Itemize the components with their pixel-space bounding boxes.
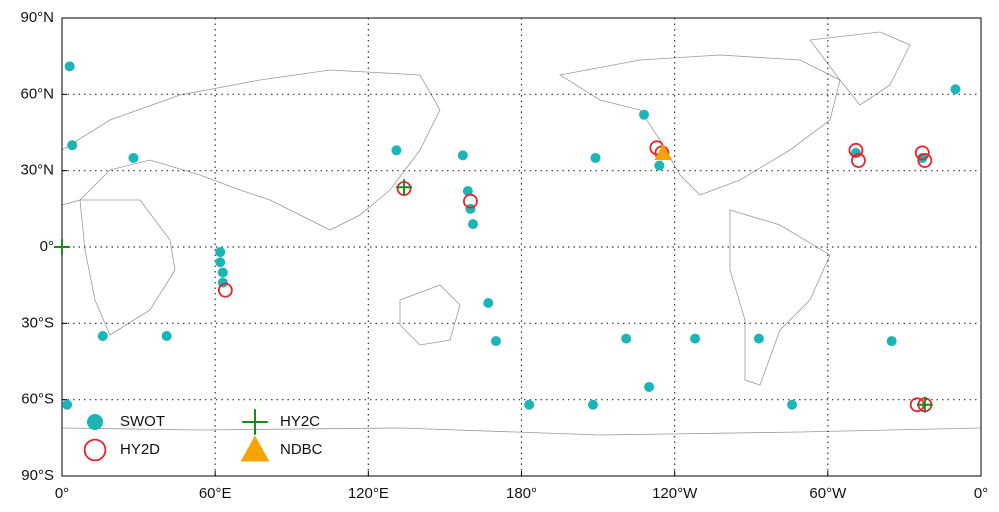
x-tick-label: 0° <box>974 485 988 502</box>
legend-entry: HY2C <box>242 409 320 435</box>
y-tick-label: 90°S <box>21 467 54 484</box>
point <box>483 297 494 308</box>
legend-entry: SWOT <box>87 413 165 430</box>
y-tick-label: 60°S <box>21 391 54 408</box>
point <box>462 186 473 197</box>
point <box>97 331 108 342</box>
series-2 <box>54 179 933 413</box>
point <box>690 333 701 344</box>
point <box>621 333 632 344</box>
point <box>886 336 897 347</box>
point <box>62 399 73 410</box>
legend-label: HY2C <box>280 413 320 430</box>
point <box>590 152 601 163</box>
point <box>215 247 226 258</box>
legend-label: SWOT <box>120 413 165 430</box>
legend-entry: HY2D <box>83 438 160 462</box>
point <box>217 267 228 278</box>
y-tick-label: 30°N <box>20 162 54 179</box>
x-tick-label: 120°W <box>652 485 698 502</box>
point <box>217 282 233 298</box>
y-tick-label: 60°N <box>20 85 54 102</box>
point <box>67 140 78 151</box>
point <box>54 239 70 255</box>
point <box>128 152 139 163</box>
point <box>654 160 665 171</box>
point <box>848 142 864 158</box>
point <box>914 145 930 161</box>
y-tick-label: 90°N <box>20 9 54 26</box>
coastlines <box>61 31 982 436</box>
series-1 <box>217 140 933 413</box>
legend-marker <box>242 409 268 435</box>
legend-label: NDBC <box>280 441 323 458</box>
point <box>639 109 650 120</box>
point <box>161 331 172 342</box>
x-tick-label: 120°E <box>348 485 389 502</box>
point <box>467 219 478 230</box>
point <box>215 257 226 268</box>
point <box>391 145 402 156</box>
series-0 <box>62 61 961 410</box>
point <box>524 399 535 410</box>
x-tick-label: 0° <box>55 485 69 502</box>
point <box>465 203 476 214</box>
legend-entry: NDBC <box>240 435 323 462</box>
point <box>851 153 866 168</box>
legend-label: HY2D <box>120 441 160 458</box>
point <box>644 381 655 392</box>
point <box>916 396 933 413</box>
point <box>457 150 468 161</box>
legend-marker <box>87 414 103 430</box>
point <box>64 61 75 72</box>
y-tick-label: 0° <box>40 238 54 255</box>
point <box>396 179 413 196</box>
point <box>490 336 501 347</box>
series-3 <box>654 143 673 161</box>
point <box>654 143 673 161</box>
point <box>950 84 961 95</box>
legend-marker <box>83 438 107 462</box>
x-tick-label: 60°W <box>809 485 847 502</box>
point <box>753 333 764 344</box>
x-tick-label: 180° <box>506 485 537 502</box>
point <box>587 399 598 410</box>
point <box>917 153 933 168</box>
point <box>463 193 478 209</box>
legend-marker <box>240 435 270 462</box>
x-tick-label: 60°E <box>199 485 232 502</box>
y-tick-label: 30°S <box>21 314 54 331</box>
point <box>787 399 798 410</box>
